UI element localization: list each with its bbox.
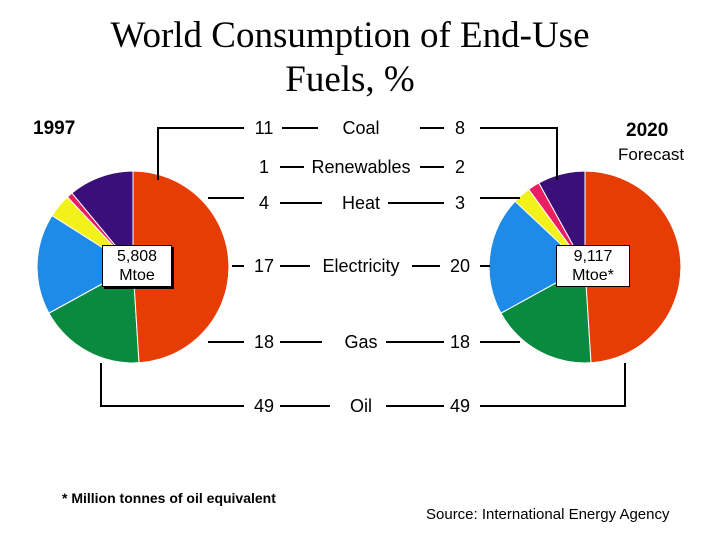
left-value-electricity: 17 bbox=[254, 256, 274, 276]
left-total-callout: 5,808 Mtoe bbox=[102, 245, 172, 287]
left-value-renewables: 1 bbox=[259, 157, 269, 177]
left-pie-outline bbox=[36, 170, 230, 364]
left-value-heat: 4 bbox=[259, 193, 269, 213]
right-total-value: 9,117 bbox=[573, 248, 613, 265]
title-line-2: Fuels, % bbox=[285, 59, 415, 100]
right-total-callout: 9,117 Mtoe* bbox=[556, 245, 630, 287]
right-connector-oil bbox=[480, 363, 626, 407]
left-value-oil: 49 bbox=[254, 396, 274, 416]
title-line-1: World Consumption of End-Use bbox=[110, 15, 590, 56]
right-total-unit: Mtoe* bbox=[572, 267, 614, 284]
chart-title: World Consumption of End-Use Fuels, % bbox=[40, 14, 660, 102]
left-connector-oil bbox=[100, 363, 244, 407]
left-connector-coal bbox=[157, 127, 244, 180]
category-labels: 11 Coal 8 1 Renewables 2 4 Heat 3 17 Electricity 20… bbox=[254, 118, 470, 416]
category-label-oil: Oil bbox=[350, 396, 372, 416]
source-note: Source: International Energy Agency bbox=[426, 506, 670, 523]
right-value-gas: 18 bbox=[450, 332, 470, 352]
right-value-renewables: 2 bbox=[455, 157, 465, 177]
right-value-coal: 8 bbox=[455, 118, 465, 138]
right-value-heat: 3 bbox=[455, 193, 465, 213]
left-pie bbox=[36, 170, 230, 364]
category-label-coal: Coal bbox=[342, 118, 379, 138]
left-value-coal: 11 bbox=[255, 118, 274, 138]
left-value-gas: 18 bbox=[254, 332, 274, 352]
right-pie-year-label: 2020 bbox=[626, 120, 669, 141]
footnote: * Million tonnes of oil equivalent bbox=[62, 490, 276, 506]
category-label-gas: Gas bbox=[344, 332, 377, 352]
left-pie-year-label: 1997 bbox=[33, 118, 76, 139]
category-label-renewables: Renewables bbox=[311, 157, 410, 177]
right-value-oil: 49 bbox=[450, 396, 470, 416]
left-total-unit: Mtoe bbox=[119, 267, 155, 284]
right-value-electricity: 20 bbox=[450, 256, 470, 276]
right-connector-coal bbox=[480, 127, 558, 180]
forecast-label: Forecast bbox=[618, 145, 685, 164]
left-total-value: 5,808 bbox=[116, 248, 158, 265]
category-label-electricity: Electricity bbox=[322, 256, 399, 276]
category-label-heat: Heat bbox=[342, 193, 380, 213]
connector-lines bbox=[100, 127, 626, 407]
